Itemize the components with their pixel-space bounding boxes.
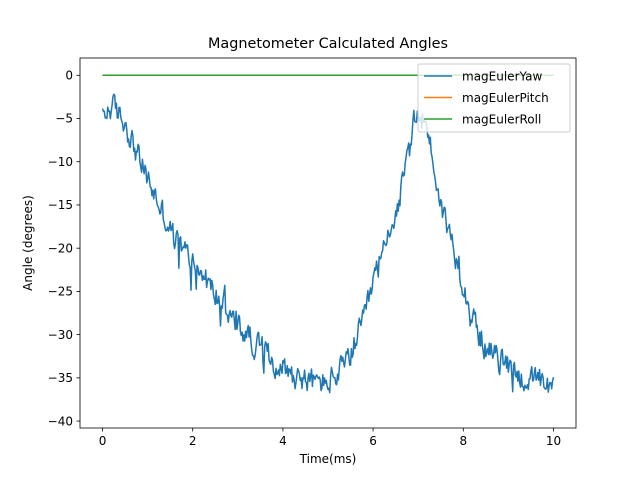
y-tick-label: −30: [48, 328, 73, 342]
y-tick-label: −40: [48, 414, 73, 428]
y-tick-label: −20: [48, 241, 73, 255]
x-axis-label: Time(ms): [299, 452, 357, 466]
y-tick-label: −5: [55, 112, 73, 126]
x-tick-label: 6: [369, 434, 377, 448]
chart-title: Magnetometer Calculated Angles: [208, 36, 448, 52]
y-tick-label: −35: [48, 371, 73, 385]
y-tick-label: −25: [48, 285, 73, 299]
y-tick-label: −15: [48, 198, 73, 212]
legend-label-pitch: magEulerPitch: [462, 91, 549, 105]
x-tick-label: 0: [99, 434, 107, 448]
legend-label-roll: magEulerRoll: [462, 112, 541, 126]
y-tick-label: −10: [48, 155, 73, 169]
legend: magEulerYaw magEulerPitch magEulerRoll: [417, 63, 571, 133]
plot-frame: [79, 57, 577, 429]
y-ticks: 0 −5 −10 −15 −20 −25 −30 −35 −40: [48, 68, 80, 428]
x-tick-label: 2: [189, 434, 197, 448]
y-axis-label: Angle (degrees): [21, 195, 35, 291]
legend-label-yaw: magEulerYaw: [462, 69, 543, 83]
x-ticks: 0 2 4 6 8 10: [99, 428, 561, 448]
y-tick-label: 0: [65, 68, 73, 82]
x-tick-label: 10: [546, 434, 561, 448]
series-line-yaw: [101, 93, 555, 394]
x-tick-label: 4: [279, 434, 287, 448]
x-tick-label: 8: [459, 434, 467, 448]
legend-box: [417, 63, 571, 133]
